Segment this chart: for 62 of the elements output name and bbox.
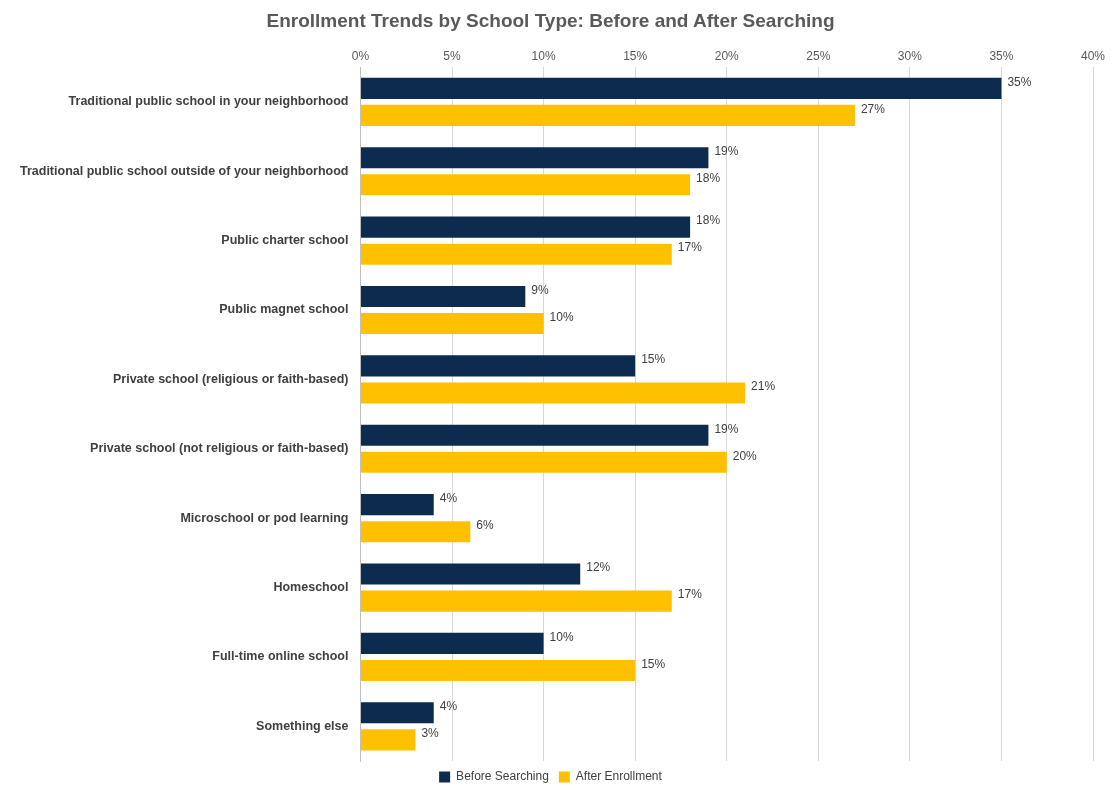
legend-label: Before Searching [456, 769, 549, 784]
bar [360, 451, 727, 473]
x-tick-label: 5% [443, 49, 462, 64]
y-tick-label: Full-time online school [212, 649, 349, 664]
bar [360, 590, 672, 612]
x-tick-label: 35% [989, 49, 1014, 64]
x-tick-label: 15% [623, 49, 648, 64]
y-tick-label: Private school (not religious or faith-based) [90, 441, 349, 456]
bar [360, 563, 581, 585]
bar [360, 77, 1002, 99]
data-label: 4% [439, 490, 458, 505]
y-tick-label: Traditional public school outside of your neighborhood [20, 163, 349, 178]
data-label: 15% [641, 352, 666, 367]
data-label: 27% [860, 101, 886, 116]
data-label: 21% [751, 379, 776, 394]
y-tick-label: Private school (religious or faith-based) [113, 371, 349, 386]
bar [360, 702, 434, 724]
bar [360, 521, 471, 543]
y-tick-label: Traditional public school in your neighborhood [68, 94, 349, 109]
data-label: 18% [696, 213, 721, 228]
y-tick-label: Public charter school [221, 233, 349, 248]
x-tick-label: 10% [531, 49, 556, 64]
bar [360, 729, 416, 751]
bar [360, 382, 746, 404]
bar [360, 104, 855, 126]
bar [360, 424, 709, 446]
data-label: 20% [732, 448, 758, 463]
data-label: 12% [586, 560, 611, 575]
data-label: 19% [714, 421, 739, 436]
bar [360, 147, 709, 169]
y-tick-label: Microschool or pod learning [180, 510, 349, 525]
data-label: 18% [696, 171, 721, 186]
y-tick-label: Homeschool [273, 580, 349, 594]
bar [360, 243, 672, 265]
data-label: 9% [531, 282, 549, 297]
bar [360, 285, 526, 308]
bar [360, 659, 636, 682]
bar [360, 494, 434, 516]
y-tick-label: Public magnet school [219, 302, 349, 317]
chart-title: Enrollment Trends by School Type: Before and After Searching [266, 9, 835, 31]
data-label: 6% [476, 518, 495, 533]
bar [360, 632, 544, 654]
data-label: 3% [421, 726, 440, 741]
data-label: 10% [549, 629, 574, 644]
x-tick-label: 0% [351, 49, 370, 64]
data-label: 17% [677, 240, 703, 255]
data-label: 17% [677, 587, 703, 602]
data-label: 10% [549, 309, 574, 324]
x-tick-label: 25% [806, 49, 831, 64]
data-label: 15% [641, 656, 666, 671]
x-tick-label: 20% [714, 49, 740, 64]
bar [360, 313, 544, 335]
bar [360, 355, 636, 377]
bar [360, 216, 691, 238]
data-label: 19% [714, 144, 739, 159]
x-tick-label: 30% [897, 49, 923, 64]
data-label: 4% [439, 699, 458, 714]
bar [360, 174, 691, 196]
x-tick-label: 40% [1080, 49, 1106, 64]
legend-label: After Enrollment [575, 769, 663, 784]
data-label: 35% [1007, 74, 1032, 89]
y-tick-label: Something else [256, 718, 349, 733]
